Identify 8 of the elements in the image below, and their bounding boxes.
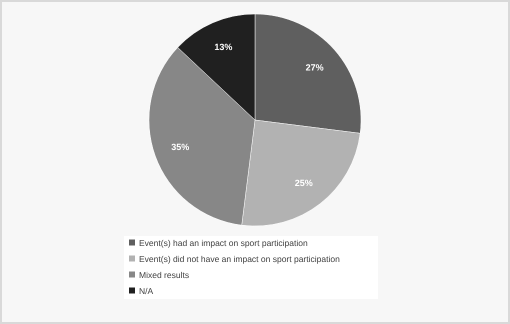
- data-label: 35%: [171, 142, 190, 152]
- legend-label: Event(s) did not have an impact on sport participation: [139, 254, 340, 264]
- data-label: 27%: [306, 62, 324, 72]
- legend-label: Event(s) had an impact on sport participation: [139, 238, 308, 248]
- legend-label: Mixed results: [139, 270, 190, 280]
- legend-label: N/A: [139, 286, 154, 296]
- data-label: 13%: [214, 42, 232, 52]
- data-label: 25%: [294, 178, 313, 188]
